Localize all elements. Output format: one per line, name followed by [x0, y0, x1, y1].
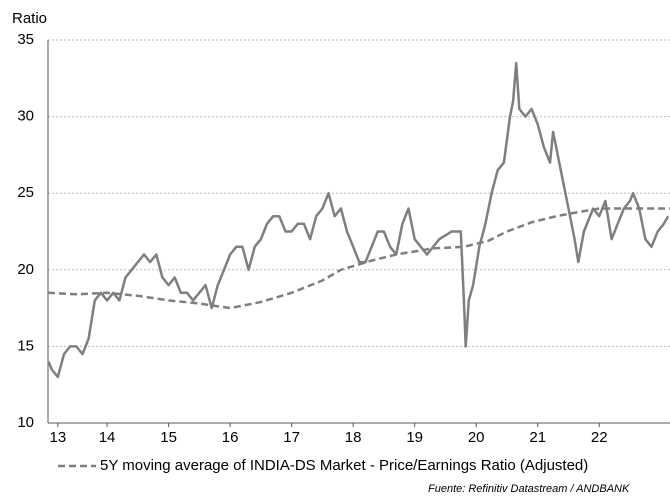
x-tick-label: 22 — [591, 429, 608, 446]
x-tick-label: 13 — [49, 429, 66, 446]
y-tick-label: 35 — [17, 31, 34, 48]
x-tick-label: 21 — [529, 429, 546, 446]
x-tick-label: 17 — [283, 429, 300, 446]
series-line — [47, 61, 670, 379]
y-axis-label: Ratio — [12, 10, 47, 27]
x-tick-label: 18 — [345, 429, 362, 446]
x-tick-label: 19 — [406, 429, 423, 446]
x-tick-label: 15 — [160, 429, 177, 446]
y-tick-label: 25 — [17, 184, 34, 201]
y-tick-label: 20 — [17, 261, 34, 278]
x-tick-label: 16 — [222, 429, 239, 446]
y-tick-label: 10 — [17, 414, 34, 431]
x-tick-label: 14 — [99, 429, 116, 446]
y-tick-label: 30 — [17, 108, 34, 125]
x-tick-label: 20 — [468, 429, 485, 446]
series-line — [47, 207, 670, 310]
y-tick-label: 15 — [17, 337, 34, 354]
legend-label: 5Y moving average of INDIA-DS Market - P… — [100, 457, 588, 474]
source: Fuente: Refinitiv Datastream / ANDBANK — [428, 483, 630, 495]
